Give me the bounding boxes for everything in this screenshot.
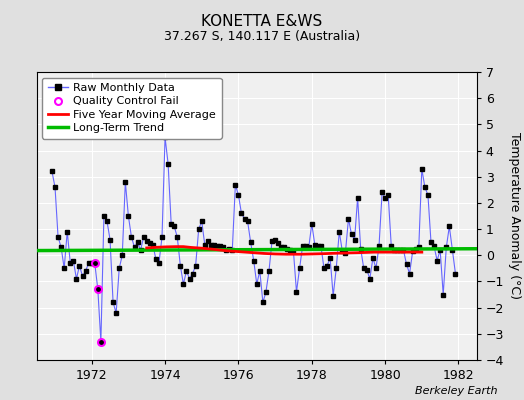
Text: 37.267 S, 140.117 E (Australia): 37.267 S, 140.117 E (Australia) — [164, 30, 360, 43]
Y-axis label: Temperature Anomaly (°C): Temperature Anomaly (°C) — [508, 132, 521, 300]
Legend: Raw Monthly Data, Quality Control Fail, Five Year Moving Average, Long-Term Tren: Raw Monthly Data, Quality Control Fail, … — [42, 78, 222, 139]
Text: Berkeley Earth: Berkeley Earth — [416, 386, 498, 396]
Text: KONETTA E&WS: KONETTA E&WS — [201, 14, 323, 29]
